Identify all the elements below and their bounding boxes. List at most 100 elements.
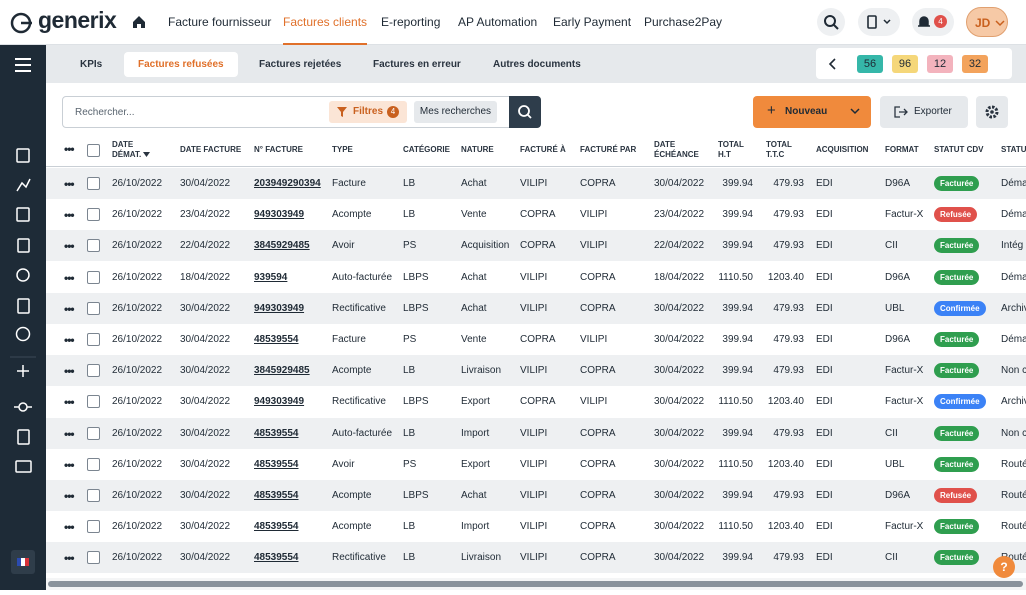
table-row[interactable]: ••• 26/10/2022 30/04/2022 48539554 Facture PS…: [46, 324, 1026, 355]
row-checkbox[interactable]: [87, 333, 100, 346]
column-header[interactable]: DATE FACTURE: [180, 145, 242, 154]
device-menu[interactable]: [858, 8, 900, 36]
invoice-link[interactable]: 48539554: [254, 521, 299, 533]
counter[interactable]: 32: [962, 55, 988, 73]
row-menu[interactable]: •••: [64, 364, 75, 379]
column-header[interactable]: FACTURÉ À: [520, 145, 566, 154]
row-menu[interactable]: •••: [64, 395, 75, 410]
filters-button[interactable]: Filtres 4: [329, 101, 407, 123]
row-checkbox[interactable]: [87, 426, 100, 440]
column-header[interactable]: STATUT CDV: [934, 145, 984, 154]
invoice-link[interactable]: 939594: [254, 271, 288, 283]
search-box[interactable]: Rechercher... Filtres 4 Mes recherches: [62, 96, 541, 128]
column-header[interactable]: NATURE: [461, 145, 494, 154]
search-button[interactable]: [817, 8, 845, 36]
row-menu[interactable]: •••: [64, 489, 75, 503]
column-header[interactable]: DATE DÉMAT.: [112, 140, 150, 160]
header-menu[interactable]: •••: [64, 142, 75, 156]
row-checkbox[interactable]: [87, 395, 100, 409]
table-row[interactable]: ••• 26/10/2022 30/04/2022 949303949 Rectific…: [46, 292, 1026, 324]
row-menu[interactable]: •••: [64, 239, 75, 254]
invoice-link[interactable]: 949303949: [254, 209, 305, 221]
row-checkbox[interactable]: [87, 177, 100, 190]
prev-button[interactable]: [828, 57, 838, 71]
invoice-link[interactable]: 48539554: [254, 334, 299, 345]
row-checkbox[interactable]: [87, 270, 100, 284]
invoice-link[interactable]: 48539554: [254, 427, 299, 439]
row-menu[interactable]: •••: [64, 520, 75, 535]
row-menu[interactable]: •••: [64, 177, 75, 191]
nav-item[interactable]: Facture fournisseur: [168, 15, 272, 29]
column-header[interactable]: DATE ÉCHÉANCE: [654, 140, 699, 159]
row-checkbox[interactable]: [87, 520, 100, 534]
row-menu[interactable]: •••: [64, 457, 75, 472]
user-menu[interactable]: JD: [966, 7, 1008, 37]
tab[interactable]: Factures rejetées: [259, 59, 342, 70]
column-header[interactable]: TOTAL T.T.C: [766, 140, 792, 159]
column-header[interactable]: CATÉGORIE: [403, 145, 450, 154]
new-button[interactable]: + Nouveau: [753, 96, 871, 128]
counter[interactable]: 56: [857, 55, 883, 73]
invoice-link[interactable]: 949303949: [254, 302, 305, 314]
row-menu[interactable]: •••: [64, 426, 75, 441]
row-menu[interactable]: •••: [64, 333, 75, 347]
saved-searches[interactable]: Mes recherches: [414, 101, 497, 123]
row-menu[interactable]: •••: [64, 301, 75, 316]
table-row[interactable]: ••• 26/10/2022 30/04/2022 3845929485 Acompte…: [46, 355, 1026, 387]
invoice-link[interactable]: 3845929485: [254, 240, 310, 252]
column-header[interactable]: FACTURÉ PAR: [580, 145, 637, 154]
invoice-link[interactable]: 48539554: [254, 552, 299, 564]
nav-item[interactable]: E-reporting: [381, 15, 441, 29]
notifications[interactable]: 4: [912, 8, 954, 36]
table-row[interactable]: ••• 26/10/2022 30/04/2022 48539554 Avoir PS Ex…: [46, 448, 1026, 480]
table-row[interactable]: ••• 26/10/2022 23/04/2022 949303949 Acompte L…: [46, 199, 1026, 231]
row-checkbox[interactable]: [87, 457, 100, 471]
search-submit[interactable]: [509, 96, 541, 128]
counter[interactable]: 96: [892, 55, 918, 73]
settings-button[interactable]: [976, 96, 1008, 128]
nav-item[interactable]: Purchase2Pay: [644, 15, 723, 29]
invoice-link[interactable]: 48539554: [254, 490, 299, 501]
invoice-link[interactable]: 48539554: [254, 458, 299, 470]
table-row[interactable]: ••• 26/10/2022 30/04/2022 949303949 Rectific…: [46, 386, 1026, 418]
counter[interactable]: 12: [927, 55, 953, 73]
row-menu[interactable]: •••: [64, 208, 75, 223]
row-menu[interactable]: •••: [64, 270, 75, 285]
tab[interactable]: Factures en erreur: [373, 59, 461, 70]
table-row[interactable]: ••• 26/10/2022 30/04/2022 203949290394 Factu…: [46, 168, 1026, 199]
tab[interactable]: Autres documents: [493, 59, 581, 70]
invoice-link[interactable]: 203949290394: [254, 178, 321, 189]
tab[interactable]: KPIs: [80, 59, 103, 70]
row-checkbox[interactable]: [87, 208, 100, 222]
row-checkbox[interactable]: [87, 364, 100, 378]
sort-icon[interactable]: [143, 152, 151, 158]
column-header[interactable]: TYPE: [332, 145, 353, 154]
table-row[interactable]: ••• 26/10/2022 18/04/2022 939594 Auto-factur…: [46, 261, 1026, 293]
invoice-link[interactable]: 3845929485: [254, 365, 310, 377]
column-header[interactable]: TOTAL H.T: [718, 140, 744, 159]
table-row[interactable]: ••• 26/10/2022 30/04/2022 48539554 Rectifica…: [46, 542, 1026, 574]
tab[interactable]: Factures refusées: [124, 52, 238, 77]
table-row[interactable]: ••• 26/10/2022 30/04/2022 48539554 Acompte LB…: [46, 511, 1026, 543]
help-button[interactable]: ?: [993, 556, 1015, 578]
table-row[interactable]: ••• 26/10/2022 30/04/2022 48539554 Acompte LB…: [46, 480, 1026, 511]
home-icon[interactable]: [131, 14, 147, 30]
row-checkbox[interactable]: [87, 301, 100, 315]
row-checkbox[interactable]: [87, 551, 100, 565]
scrollbar-thumb[interactable]: [48, 581, 1023, 587]
nav-item[interactable]: Early Payment: [553, 15, 632, 29]
nav-item[interactable]: Factures clients: [283, 0, 368, 45]
row-checkbox[interactable]: [87, 489, 100, 502]
table-row[interactable]: ••• 26/10/2022 30/04/2022 48539554 Auto-fact…: [46, 417, 1026, 449]
column-header[interactable]: N° FACTURE: [254, 145, 303, 154]
column-header[interactable]: STATU: [1001, 145, 1026, 154]
column-header[interactable]: ACQUISITION: [816, 145, 869, 154]
column-header[interactable]: FORMAT: [885, 145, 919, 154]
invoice-link[interactable]: 949303949: [254, 396, 305, 408]
export-button[interactable]: Exporter: [880, 96, 968, 128]
row-menu[interactable]: •••: [64, 551, 75, 566]
select-all[interactable]: [87, 144, 100, 157]
table-row[interactable]: ••• 26/10/2022 22/04/2022 3845929485 Avoir PS…: [46, 230, 1026, 262]
nav-item[interactable]: AP Automation: [458, 15, 538, 29]
row-checkbox[interactable]: [87, 239, 100, 253]
